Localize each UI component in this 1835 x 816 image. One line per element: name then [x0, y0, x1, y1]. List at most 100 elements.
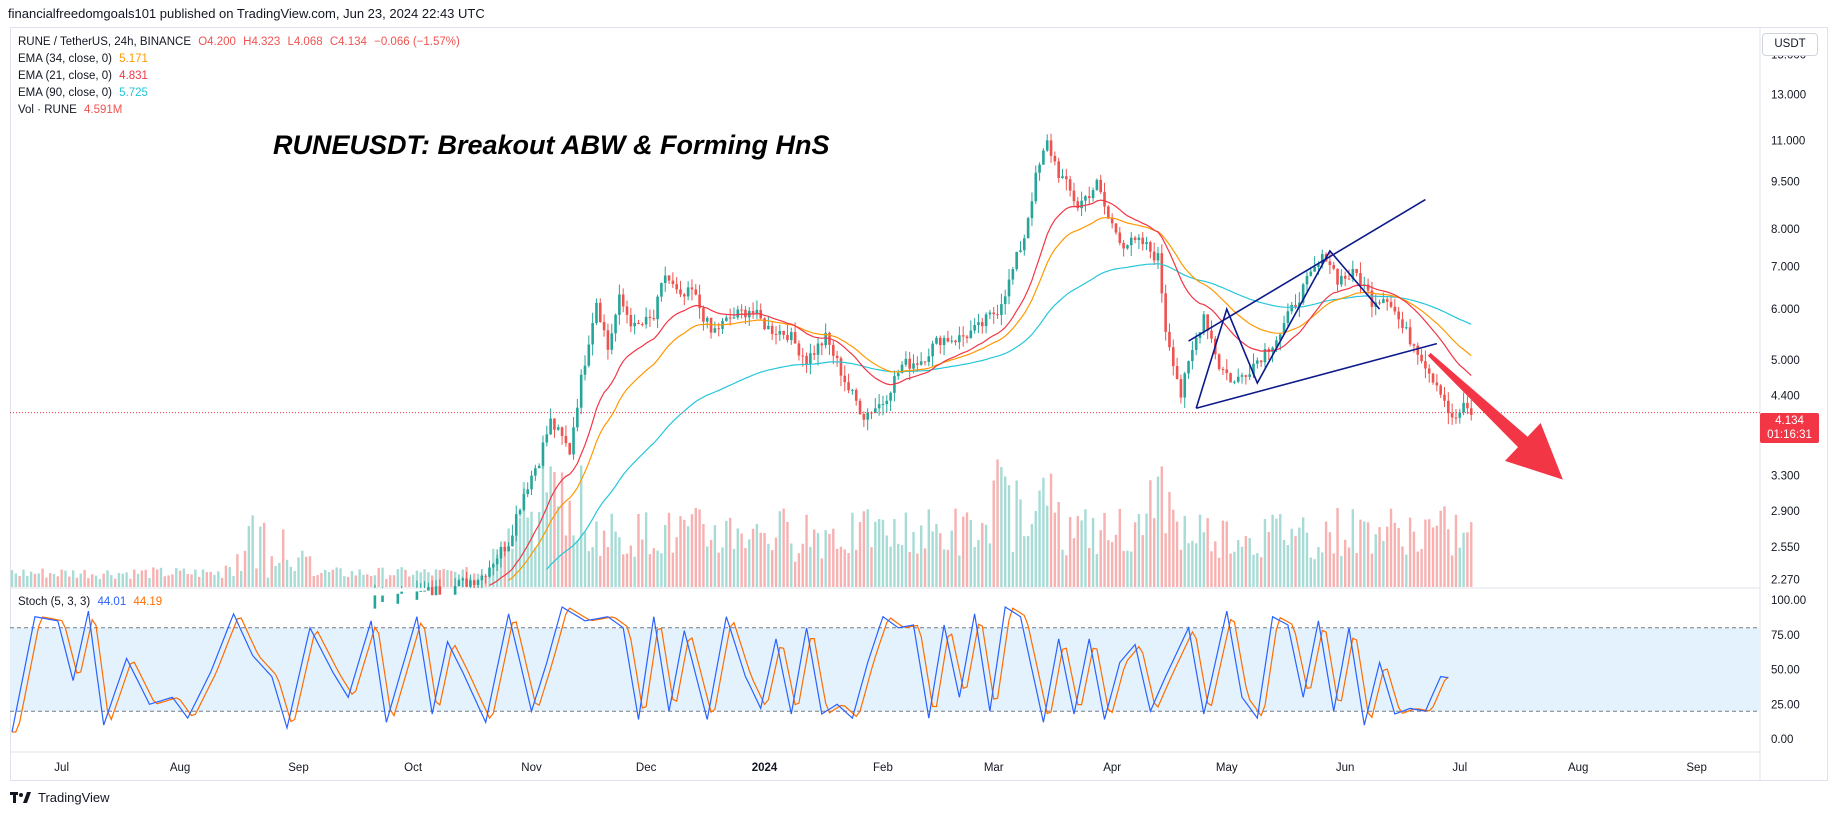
vol-label: Vol · RUNE: [18, 104, 77, 116]
candle-body: [839, 358, 843, 376]
candle-body: [1332, 265, 1336, 269]
volume-bar: [988, 543, 992, 587]
volume-bar: [171, 574, 174, 587]
volume-bar: [1386, 526, 1389, 587]
candle-body: [1416, 345, 1420, 355]
candle-body: [629, 314, 633, 327]
candle-body: [1435, 382, 1439, 386]
candle-body: [977, 322, 980, 325]
volume-bar: [488, 574, 491, 587]
candle-body: [1191, 350, 1194, 362]
candle-body: [919, 361, 923, 365]
candle-body: [641, 324, 644, 326]
candle-body: [618, 294, 621, 315]
candle-body: [1458, 412, 1462, 418]
volume-bar: [240, 570, 243, 587]
volume-bar: [698, 509, 701, 587]
volume-bar: [530, 511, 533, 587]
currency-button[interactable]: USDT: [1762, 33, 1818, 56]
volume-bar: [969, 520, 973, 587]
volume-bar: [1183, 515, 1186, 587]
candle-body: [1393, 306, 1397, 312]
volume-bar: [1015, 480, 1018, 587]
footer-brand[interactable]: TradingView: [10, 790, 110, 805]
time-tick-label: Jun: [1336, 762, 1355, 774]
candle-body: [1118, 232, 1122, 243]
candle-body: [694, 289, 698, 295]
volume-bar: [916, 553, 919, 587]
candle-body: [740, 309, 743, 311]
volume-bar: [209, 571, 212, 587]
volume-bar: [1191, 540, 1194, 587]
candle-body: [1282, 323, 1286, 335]
volume-bar: [247, 525, 251, 587]
candle-body: [1011, 269, 1015, 280]
legend-ohlc[interactable]: RUNE / TetherUS, 24h, BINANCE O4.200 H4.…: [18, 34, 460, 51]
candle-body: [453, 585, 457, 595]
volume-bar: [1279, 514, 1282, 587]
volume-bar: [438, 569, 442, 587]
volume-bar: [22, 569, 25, 587]
volume-bar: [1099, 530, 1102, 587]
time-tick-label: Aug: [170, 762, 190, 774]
stoch-legend[interactable]: Stoch (5, 3, 3) 44.01 44.19: [18, 596, 162, 608]
volume-bar: [774, 537, 778, 587]
volume-bar: [327, 572, 331, 587]
volume-bar: [1091, 517, 1095, 587]
volume-bar: [1248, 538, 1251, 587]
volume-bar: [515, 513, 518, 587]
volume-bar: [820, 558, 824, 587]
legend-volume[interactable]: Vol · RUNE 4.591M: [18, 102, 460, 119]
candle-body: [1023, 238, 1026, 251]
volume-bar: [388, 575, 392, 587]
legend-ema34[interactable]: EMA (34, close, 0) 5.171: [18, 51, 460, 68]
stoch-band: [10, 627, 1760, 712]
candle-body: [778, 330, 782, 335]
volume-bar: [1122, 550, 1125, 587]
candle-body: [1252, 363, 1255, 375]
volume-bar: [534, 547, 537, 587]
candle-body: [499, 546, 503, 559]
candle-body: [1233, 381, 1236, 383]
legend-ema90[interactable]: EMA (90, close, 0) 5.725: [18, 85, 460, 102]
volume-bar: [900, 545, 904, 587]
volume-bar: [1206, 518, 1209, 587]
volume-bar: [1397, 527, 1400, 587]
candle-body: [503, 546, 507, 552]
candle-body: [1229, 373, 1232, 383]
stoch-k-value: 44.01: [97, 596, 127, 608]
candle-body: [1462, 402, 1465, 413]
last-price: 4.134: [1775, 415, 1804, 427]
volume-bar: [178, 570, 182, 587]
volume-bar: [897, 543, 900, 587]
candle-body: [602, 322, 606, 331]
volume-bar: [377, 567, 380, 587]
chart-frame[interactable]: [10, 27, 1828, 781]
volume-bar: [1267, 531, 1270, 587]
volume-bar: [14, 573, 18, 587]
volume-bar: [755, 523, 759, 587]
legend-ema21[interactable]: EMA (21, close, 0) 4.831: [18, 68, 460, 85]
volume-bar: [83, 569, 86, 587]
volume-bar: [1466, 532, 1469, 587]
volume-bar: [706, 546, 709, 587]
candle-body: [866, 412, 869, 420]
candle-body: [530, 475, 533, 490]
price-tick-label: 2.900: [1771, 506, 1800, 518]
volume-bar: [1401, 546, 1404, 587]
volume-bar: [346, 576, 350, 587]
volume-bar: [266, 577, 270, 587]
volume-bar: [1049, 473, 1053, 587]
candle-body: [1309, 271, 1313, 276]
volume-bar: [1130, 551, 1133, 587]
volume-bar: [579, 465, 583, 587]
candle-body: [1408, 327, 1412, 345]
candle-body: [1378, 302, 1381, 304]
candle-body: [1114, 223, 1118, 233]
candle-body: [583, 365, 587, 375]
candle-body: [1145, 242, 1148, 245]
volume-bar: [282, 529, 285, 587]
volume-bar: [862, 511, 866, 587]
volume-bar: [133, 569, 136, 587]
